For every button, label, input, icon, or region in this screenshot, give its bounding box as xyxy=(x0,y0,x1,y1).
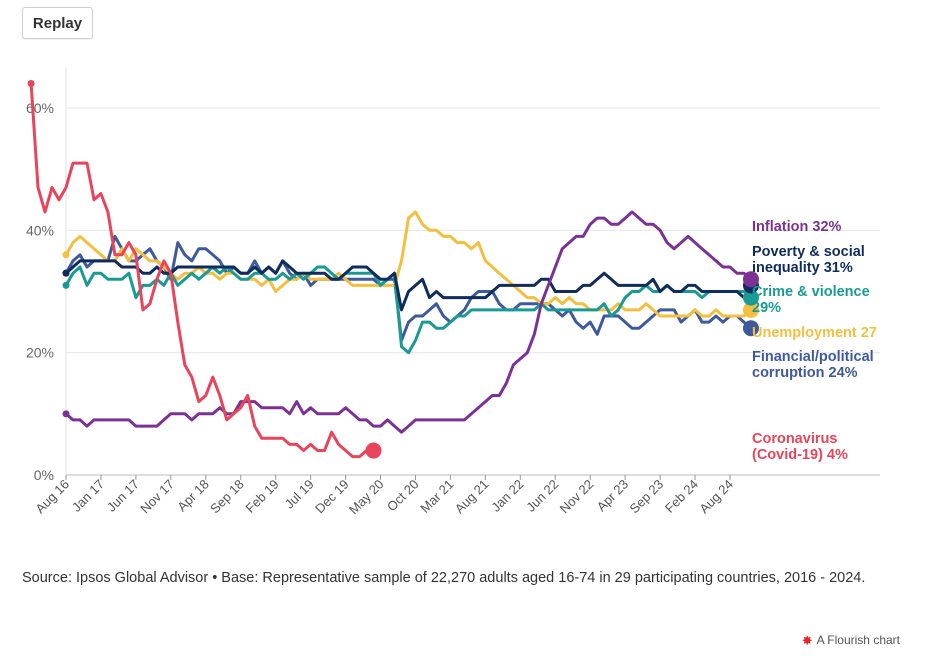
x-tick-label: Sep 23 xyxy=(626,477,666,517)
x-tick-label: Feb 24 xyxy=(662,477,701,516)
x-tick-label: Dec 19 xyxy=(312,477,352,517)
y-axis: 0% 20% 40% 60% xyxy=(26,100,54,483)
series-label-poverty-social-inequality: Poverty & social xyxy=(752,244,865,260)
credit-text: A Flourish chart xyxy=(816,633,900,647)
series-label-crime-violence: 29% xyxy=(752,300,781,316)
series-start-point-unemployment xyxy=(62,251,70,259)
series-end-markers xyxy=(27,80,759,459)
x-tick-label: Mar 21 xyxy=(417,477,456,516)
series-line-coronavirus-covid-19 xyxy=(29,82,375,459)
series-start-point-coronavirus-covid-19 xyxy=(27,80,35,88)
series-start-point-inflation xyxy=(62,410,70,418)
x-tick-label: Jun 22 xyxy=(523,477,561,515)
x-tick-label: Apr 18 xyxy=(174,477,212,515)
x-tick-label: Jan 17 xyxy=(69,477,107,515)
series-start-point-crime-violence xyxy=(62,281,70,289)
x-tick-label: Feb 19 xyxy=(243,477,282,516)
series-end-point-financial-political-corruption xyxy=(742,320,759,337)
series-line-poverty-social-inequality xyxy=(64,259,753,312)
x-tick-label: Apr 23 xyxy=(594,477,632,515)
replay-button[interactable]: Replay xyxy=(22,7,93,39)
series-end-point-inflation xyxy=(742,271,759,288)
series-label-coronavirus-covid-19: Coronavirus xyxy=(752,431,837,447)
series-label-poverty-social-inequality: inequality 31% xyxy=(752,260,853,276)
series-line-financial-political-corruption xyxy=(64,234,753,342)
x-tick-label: Aug 24 xyxy=(696,477,736,517)
series-label-crime-violence: Crime & violence xyxy=(752,284,870,300)
series-label-inflation: Inflation 32% xyxy=(752,219,842,235)
y-tick-label: 20% xyxy=(26,345,54,361)
series-label-coronavirus-covid-19: (Covid-19) 4% xyxy=(752,447,848,463)
flourish-credit[interactable]: ✸ A Flourish chart xyxy=(802,633,900,647)
flourish-icon: ✸ xyxy=(801,632,813,648)
series-line-crime-violence xyxy=(64,265,753,355)
x-tick-label: Nov 17 xyxy=(137,477,177,517)
y-tick-label: 0% xyxy=(34,467,54,483)
series-label-financial-political-corruption: Financial/political xyxy=(752,349,874,365)
series-end-point-unemployment xyxy=(742,301,759,318)
y-tick-label: 60% xyxy=(26,100,54,116)
series-end-point-crime-violence xyxy=(742,289,759,306)
x-tick-label: Jan 22 xyxy=(488,477,526,515)
series-label-unemployment: Unemployment 27 xyxy=(752,325,877,341)
x-tick-label: May 20 xyxy=(346,477,387,518)
series-label-financial-political-corruption: corruption 24% xyxy=(752,365,858,381)
series-lines xyxy=(29,82,753,459)
x-tick-label: Sep 18 xyxy=(207,477,247,517)
series-start-point-poverty-social-inequality xyxy=(62,269,70,277)
y-tick-label: 40% xyxy=(26,222,54,238)
source-note: Source: Ipsos Global Advisor • Base: Rep… xyxy=(22,570,866,586)
x-tick-label: Jun 17 xyxy=(104,477,142,515)
x-tick-label: Oct 20 xyxy=(384,477,422,515)
series-end-point-coronavirus-covid-19 xyxy=(365,442,382,459)
series-line-unemployment xyxy=(64,210,753,318)
x-tick-label: Aug 21 xyxy=(452,477,492,517)
x-tick-label: Nov 22 xyxy=(557,477,597,517)
series-line-inflation xyxy=(64,210,753,434)
series-labels: Inflation 32% Poverty & socialinequality … xyxy=(752,219,877,463)
